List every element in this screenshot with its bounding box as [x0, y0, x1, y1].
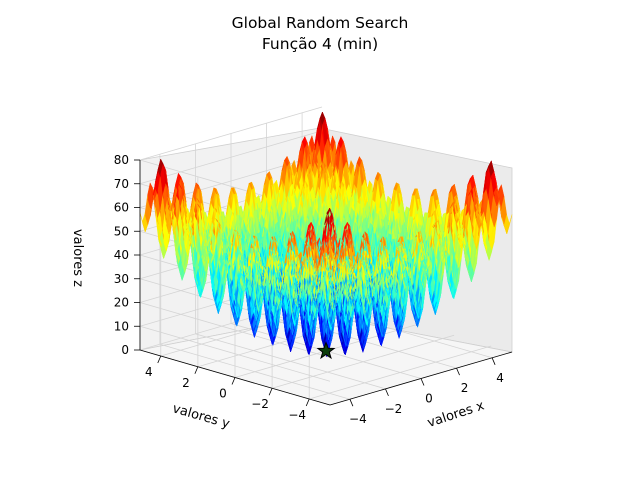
chart-title: Global Random Search: [231, 14, 409, 32]
chart-subtitle: Função 4 (min): [261, 35, 379, 53]
surface-mesh: [139, 111, 513, 358]
